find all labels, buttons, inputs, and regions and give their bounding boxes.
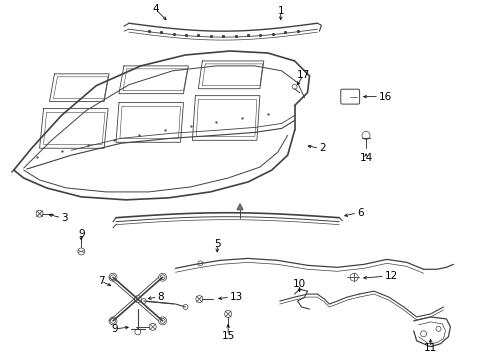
Text: 17: 17	[296, 70, 309, 80]
Text: 2: 2	[319, 143, 325, 153]
Ellipse shape	[160, 319, 165, 323]
Text: 10: 10	[292, 279, 305, 289]
Text: 9: 9	[78, 229, 84, 239]
Text: 9: 9	[111, 324, 118, 334]
Text: 14: 14	[359, 153, 372, 163]
Text: 6: 6	[356, 208, 363, 218]
Text: 11: 11	[423, 343, 436, 353]
Ellipse shape	[110, 319, 115, 323]
Text: 7: 7	[98, 276, 104, 286]
Text: 8: 8	[157, 292, 164, 302]
Text: 13: 13	[230, 292, 243, 302]
Polygon shape	[237, 204, 243, 210]
Text: 12: 12	[384, 271, 397, 281]
Text: 15: 15	[221, 331, 234, 341]
Ellipse shape	[160, 275, 165, 280]
Text: 3: 3	[61, 213, 68, 223]
Text: 1: 1	[277, 6, 284, 16]
Text: 16: 16	[378, 92, 391, 102]
Text: 5: 5	[213, 239, 220, 249]
Ellipse shape	[110, 275, 115, 280]
Text: 4: 4	[152, 4, 159, 14]
